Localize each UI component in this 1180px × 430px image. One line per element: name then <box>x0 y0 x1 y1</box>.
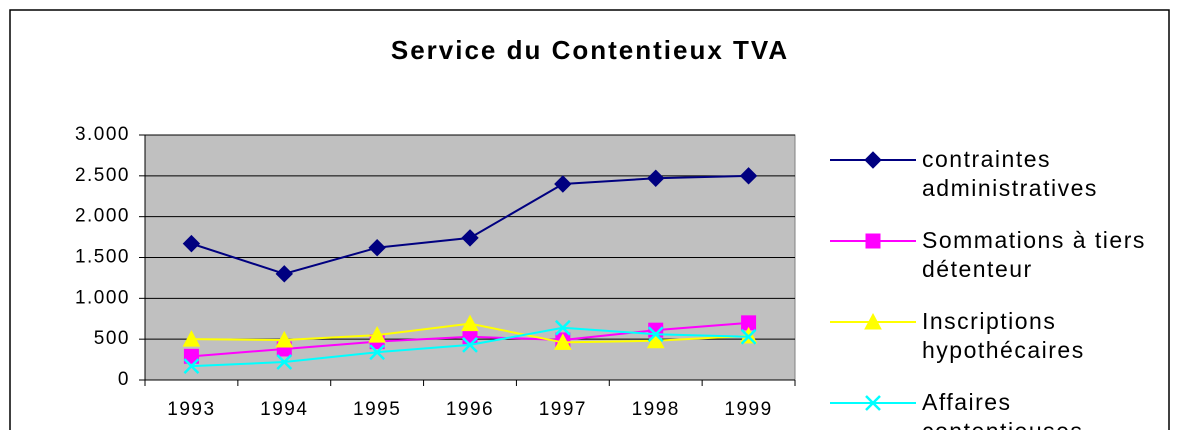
y-tick-label: 1.000 <box>75 287 130 308</box>
marker <box>368 326 386 343</box>
chart-title: Service du Contentieux TVA <box>391 35 789 65</box>
marker <box>183 358 200 375</box>
y-tick-label: 2.500 <box>75 165 130 186</box>
marker <box>182 330 201 347</box>
legend-entry: contraintes administratives <box>830 145 1170 203</box>
marker <box>462 336 478 353</box>
legend-swatch <box>830 151 916 169</box>
x-tick-label: 1998 <box>632 399 680 420</box>
legend-entry: Sommations à tiers détenteur <box>830 226 1170 284</box>
y-tick-label: 1.500 <box>75 247 130 268</box>
marker <box>554 175 572 193</box>
marker <box>554 319 571 336</box>
marker <box>647 169 665 187</box>
legend-entry: Affaires contentieuses <box>830 388 1170 430</box>
marker <box>461 229 479 247</box>
marker <box>275 265 293 283</box>
legend-swatch <box>830 395 916 411</box>
marker <box>275 330 294 348</box>
x-tick-label: 1994 <box>260 399 308 420</box>
marker <box>865 233 881 249</box>
marker <box>646 331 665 349</box>
marker <box>864 312 882 330</box>
marker <box>182 234 201 253</box>
marker <box>276 354 293 370</box>
marker <box>864 151 882 169</box>
y-tick-label: 2.000 <box>75 206 130 227</box>
y-tick-label: 0 <box>118 369 130 390</box>
legend-entry: Inscriptions hypothécaires <box>830 307 1170 365</box>
legend-swatch <box>830 233 916 249</box>
marker <box>369 344 386 361</box>
x-tick-label: 1999 <box>724 399 772 420</box>
marker <box>461 314 479 332</box>
marker <box>368 238 386 257</box>
legend-label: Affaires contentieuses <box>922 389 1082 430</box>
marker <box>865 395 881 411</box>
marker <box>647 326 664 343</box>
marker <box>183 348 199 364</box>
marker <box>554 333 572 350</box>
x-tick-label: 1997 <box>539 399 587 420</box>
legend-label: Sommations à tiers détenteur <box>922 227 1146 282</box>
legend-swatch <box>830 312 916 330</box>
legend-label: Inscriptions hypothécaires <box>922 308 1085 363</box>
legend-label: contraintes administratives <box>922 146 1098 201</box>
x-tick-label: 1996 <box>446 399 494 420</box>
y-tick-label: 500 <box>94 328 130 349</box>
marker <box>740 328 757 345</box>
x-tick-label: 1993 <box>167 399 215 420</box>
y-tick-label: 3.000 <box>75 124 130 145</box>
marker <box>739 167 758 185</box>
x-tick-label: 1995 <box>353 399 401 420</box>
